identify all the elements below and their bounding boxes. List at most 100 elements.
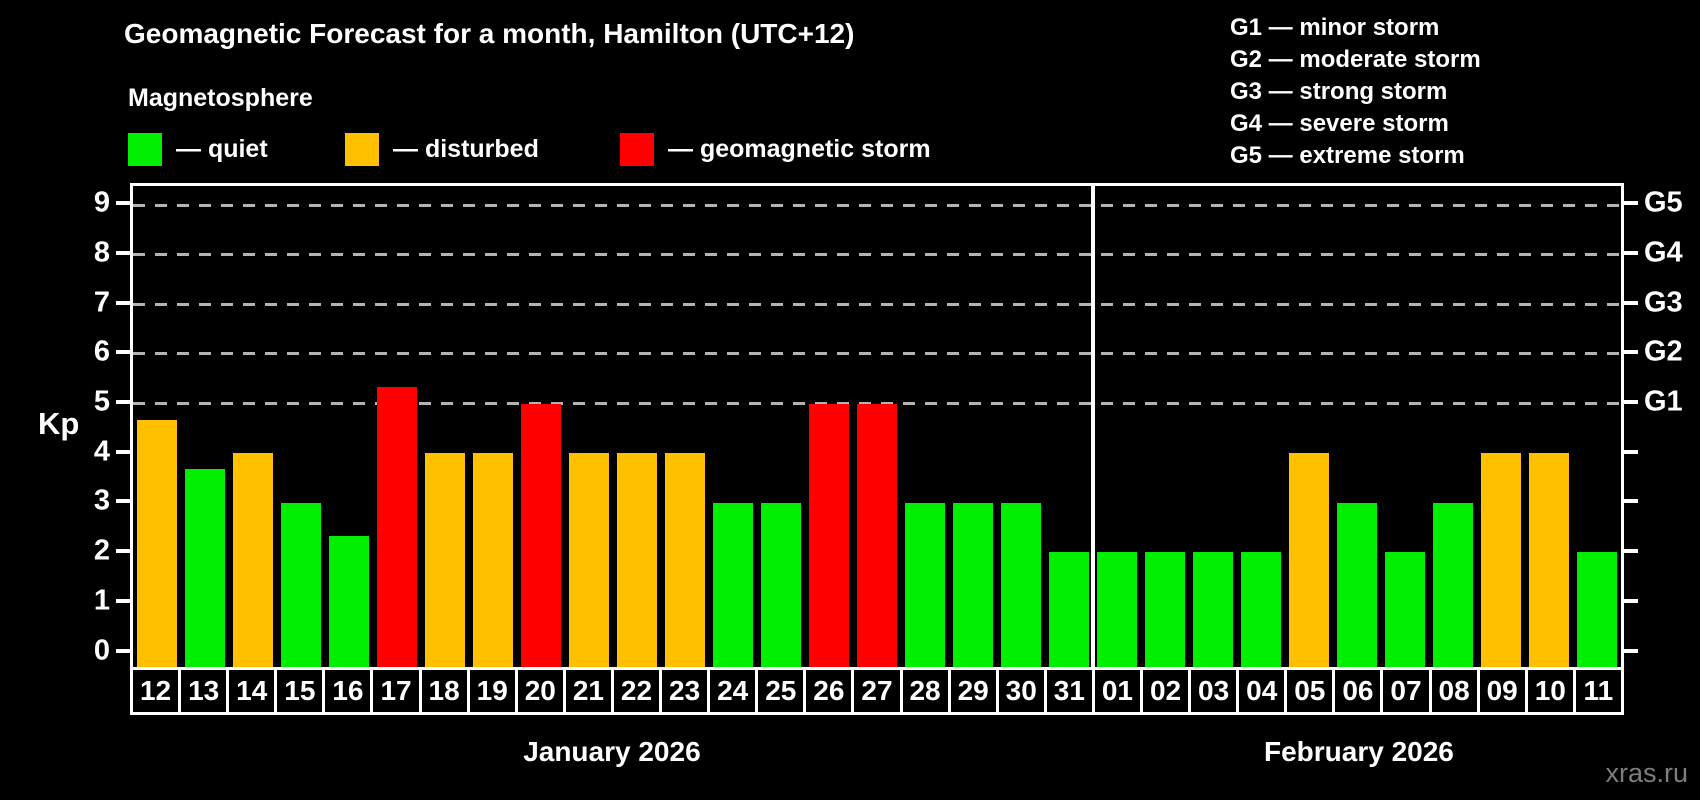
y-tick-right-5 (1624, 400, 1638, 404)
day-label-19: 19 (469, 667, 518, 715)
y-tick-left-8 (116, 250, 130, 255)
bar-slot-day-07 (1381, 186, 1429, 667)
kp-bar-day-30 (1000, 502, 1042, 667)
g-scale-axis-labels: G1 G2 G3 G4 G5 (1644, 183, 1700, 667)
kp-bar-day-15 (280, 502, 322, 667)
month-label-row: January 2026 February 2026 (130, 736, 1624, 776)
magnetosphere-label: Magnetosphere (128, 84, 313, 112)
plot-area (130, 183, 1624, 667)
kp-bar-day-01 (1096, 551, 1138, 667)
bar-slot-day-20 (517, 186, 565, 667)
bar-slot-day-16 (325, 186, 373, 667)
g-axis-label-g4: G4 (1644, 236, 1683, 269)
bar-slot-day-08 (1429, 186, 1477, 667)
y-tick-label-4: 4 (93, 435, 110, 468)
bar-slot-day-23 (661, 186, 709, 667)
y-tick-label-6: 6 (93, 335, 110, 368)
y-tick-left-5 (116, 400, 130, 404)
kp-bar-day-06 (1336, 502, 1378, 667)
kp-bar-day-10 (1528, 453, 1570, 667)
gridline-kp6 (133, 352, 1621, 356)
kp-bar-day-22 (616, 453, 658, 667)
day-label-01: 01 (1094, 667, 1143, 715)
legend-item-quiet: — quiet (128, 132, 268, 166)
bar-slot-day-02 (1141, 186, 1189, 667)
bar-slot-day-17 (373, 186, 421, 667)
kp-bar-day-13 (184, 469, 226, 667)
kp-bar-day-08 (1432, 502, 1474, 667)
bar-slot-day-27 (853, 186, 901, 667)
bar-slot-day-24 (709, 186, 757, 667)
kp-bar-day-19 (472, 453, 514, 667)
bar-slot-day-22 (613, 186, 661, 667)
bar-slot-day-12 (133, 186, 181, 667)
bar-slot-day-25 (757, 186, 805, 667)
day-label-29: 29 (950, 667, 999, 715)
watermark: xras.ru (1605, 758, 1688, 788)
bar-slot-day-10 (1525, 186, 1573, 667)
day-label-02: 02 (1142, 667, 1192, 715)
day-label-31: 31 (1046, 667, 1095, 715)
bar-slot-day-03 (1189, 186, 1237, 667)
y-tick-label-3: 3 (93, 484, 110, 517)
y-tick-right-7 (1624, 300, 1638, 305)
kp-bar-day-12 (136, 419, 178, 667)
bar-slot-day-29 (949, 186, 997, 667)
y-tick-label-1: 1 (93, 584, 110, 617)
kp-bar-day-21 (568, 453, 610, 667)
day-label-11: 11 (1575, 667, 1624, 715)
day-label-30: 30 (998, 667, 1047, 715)
kp-bar-day-07 (1384, 551, 1426, 667)
kp-bar-day-11 (1576, 551, 1618, 667)
g-legend-line-g4: G4 — severe storm (1230, 110, 1449, 137)
y-tick-label-0: 0 (93, 634, 110, 667)
bar-slot-day-04 (1237, 186, 1285, 667)
day-label-23: 23 (662, 667, 711, 715)
g-legend-line-g2: G2 — moderate storm (1230, 46, 1481, 73)
bar-slot-day-14 (229, 186, 277, 667)
day-label-06: 06 (1335, 667, 1384, 715)
legend-item-storm: — geomagnetic storm (620, 132, 931, 166)
day-label-27: 27 (854, 667, 903, 715)
g-axis-label-g3: G3 (1644, 286, 1683, 319)
disturbed-color-swatch (345, 132, 379, 166)
bar-slot-day-06 (1333, 186, 1381, 667)
bar-slot-day-13 (181, 186, 229, 667)
kp-bar-day-25 (760, 502, 802, 667)
y-tick-right-3 (1624, 499, 1638, 504)
kp-bar-day-14 (232, 453, 274, 667)
y-tick-label-7: 7 (93, 286, 110, 319)
y-tick-right-6 (1624, 350, 1638, 355)
kp-bar-day-09 (1480, 453, 1522, 667)
g-axis-label-g5: G5 (1644, 186, 1683, 219)
quiet-color-swatch (128, 132, 162, 166)
kp-bar-day-18 (424, 453, 466, 667)
storm-color-swatch (620, 132, 654, 166)
y-axis-tick-labels: 0 1 2 3 4 5 6 7 8 9 (0, 183, 110, 667)
y-tick-right-4 (1624, 449, 1638, 454)
day-label-20: 20 (517, 667, 566, 715)
day-label-25: 25 (758, 667, 807, 715)
gridline-kp9 (133, 203, 1621, 207)
y-tick-left-4 (116, 449, 130, 454)
day-label-12: 12 (133, 667, 182, 715)
kp-bar-day-16 (328, 535, 370, 667)
y-tick-left-6 (116, 350, 130, 355)
y-tick-left-7 (116, 300, 130, 305)
legend-label-quiet: — quiet (176, 134, 268, 163)
day-label-22: 22 (613, 667, 663, 715)
day-label-28: 28 (902, 667, 951, 715)
day-label-15: 15 (277, 667, 326, 715)
day-label-14: 14 (229, 667, 278, 715)
day-label-10: 10 (1527, 667, 1576, 715)
y-tick-label-5: 5 (93, 385, 110, 418)
bars-layer (133, 186, 1621, 667)
kp-bar-day-03 (1192, 551, 1234, 667)
y-tick-left-1 (116, 598, 130, 603)
day-label-07: 07 (1383, 667, 1432, 715)
y-tick-left-0 (116, 648, 130, 653)
kp-bar-day-05 (1288, 453, 1330, 667)
y-tick-right-9 (1624, 201, 1638, 206)
kp-bar-day-17 (376, 387, 418, 667)
